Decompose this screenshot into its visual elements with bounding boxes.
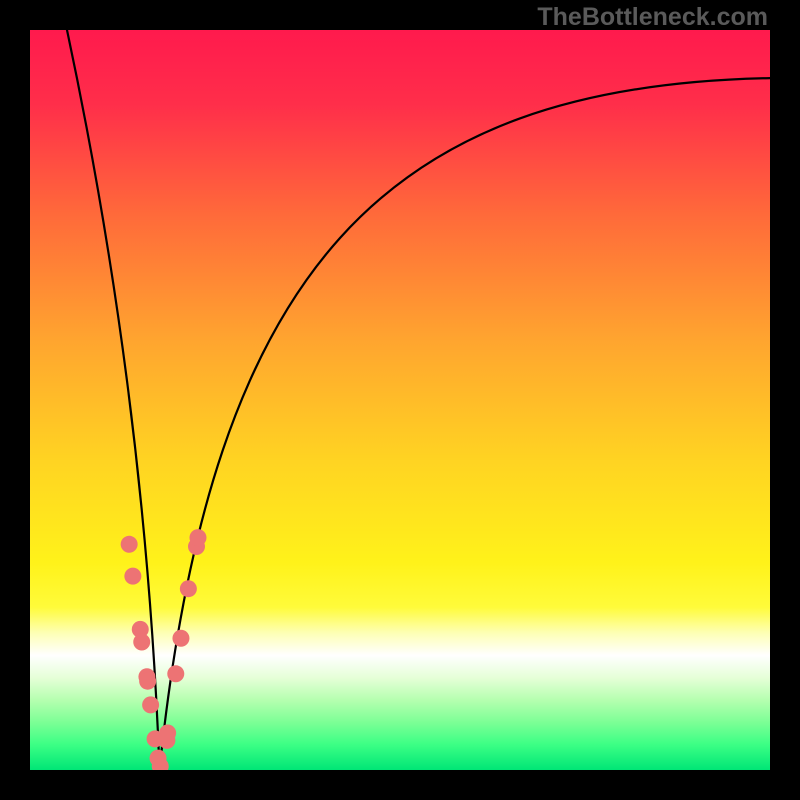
data-marker [121, 536, 138, 553]
data-marker [180, 580, 197, 597]
data-marker [189, 529, 206, 546]
data-markers [121, 529, 207, 770]
data-marker [139, 673, 156, 690]
watermark-text: TheBottleneck.com [537, 3, 768, 32]
data-marker [142, 696, 159, 713]
curve-left-branch [67, 30, 160, 770]
data-marker [133, 633, 150, 650]
plot-area [30, 30, 770, 770]
chart-frame: TheBottleneck.com [0, 0, 800, 800]
data-marker [159, 725, 176, 742]
bottleneck-curve [30, 30, 770, 770]
data-marker [167, 665, 184, 682]
data-marker [124, 568, 141, 585]
data-marker [172, 630, 189, 647]
curve-right-branch [160, 78, 771, 770]
